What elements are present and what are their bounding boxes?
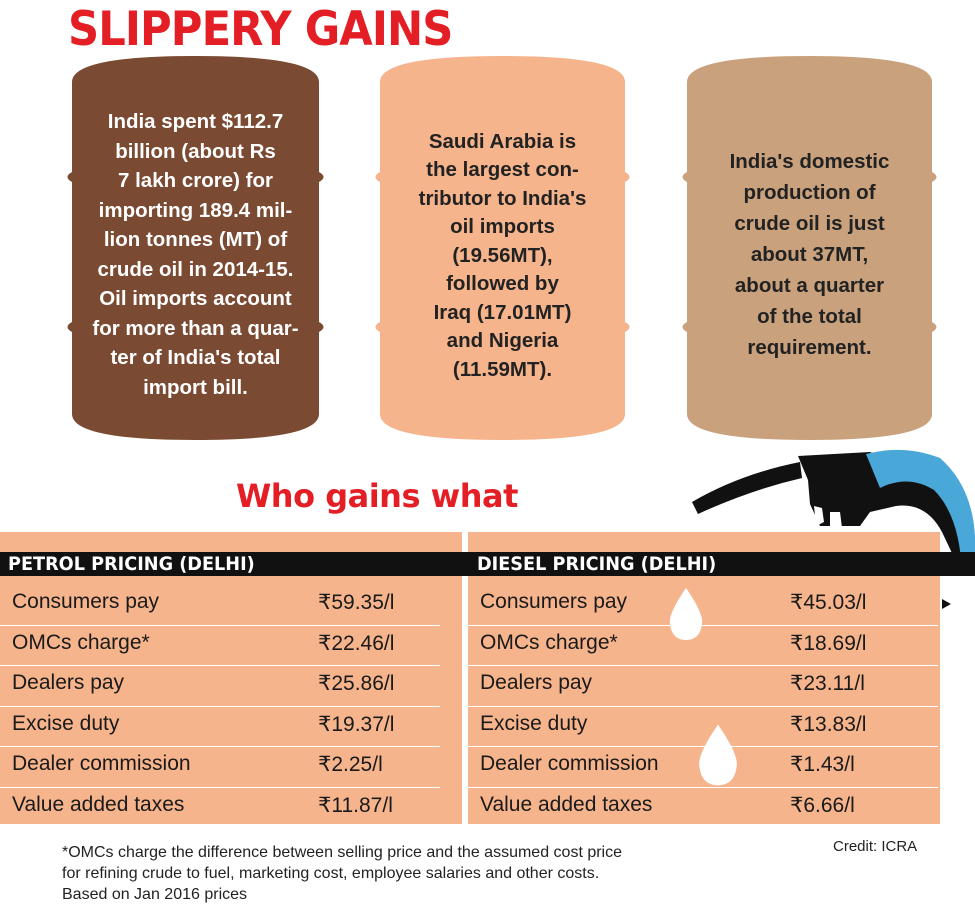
oil-barrel-icon — [67, 56, 324, 440]
row-value: ₹13.83/l — [790, 712, 867, 736]
credit: Credit: ICRA — [833, 838, 918, 855]
row-value: ₹19.37/l — [318, 712, 395, 736]
row-label: OMCs charge* — [480, 630, 618, 654]
table-row: OMCs charge* ₹22.46/l — [0, 626, 440, 666]
barrel-imports: India spent $112.7 billion (about Rs 7 l… — [62, 52, 329, 442]
row-label: Excise duty — [480, 711, 588, 735]
footnote: *OMCs charge the difference between sell… — [62, 842, 622, 905]
petrol-table: Consumers pay ₹59.35/l OMCs charge* ₹22.46… — [0, 585, 440, 827]
row-value: ₹18.69/l — [790, 631, 867, 655]
barrel-domestic: India's domestic production of crude oil… — [677, 52, 942, 442]
row-value: ₹22.46/l — [318, 631, 395, 655]
barrel-imports-text: India spent $112.7 billion (about Rs 7 l… — [92, 110, 299, 399]
row-label: OMCs charge* — [12, 630, 150, 654]
row-value: ₹1.43/l — [790, 753, 855, 776]
fuel-nozzle-icon — [692, 449, 975, 576]
row-label: Consumers pay — [480, 590, 628, 613]
table-row: OMCs charge* ₹18.69/l — [468, 626, 938, 666]
footnote-line: Based on Jan 2016 prices — [62, 886, 248, 903]
barrel-contributors-text: Saudi Arabia is the largest con- tributo… — [418, 129, 587, 381]
row-value: ₹45.03/l — [790, 591, 867, 614]
section-subtitle: Who gains what — [236, 477, 518, 515]
row-label: Dealer commission — [480, 752, 659, 775]
table-row: Value added taxes ₹11.87/l — [0, 788, 440, 828]
row-value: ₹59.35/l — [318, 591, 395, 614]
table-row: Excise duty ₹13.83/l — [468, 707, 938, 747]
diesel-heading: DIESEL PRICING (DELHI) — [477, 553, 722, 575]
oil-barrel-icon — [682, 56, 937, 440]
table-row: Consumers pay ₹59.35/l — [0, 585, 440, 626]
oil-barrel-icon — [375, 56, 630, 440]
oil-drop-icon — [669, 588, 703, 640]
petrol-panel — [0, 532, 462, 824]
table-row: Dealers pay ₹23.11/l — [468, 666, 938, 707]
row-value: ₹6.66/l — [790, 793, 855, 817]
petrol-heading: PETROL PRICING (DELHI) — [8, 553, 261, 575]
table-row: Consumers pay ₹45.03/l — [468, 585, 938, 626]
row-value: ₹23.11/l — [790, 672, 865, 695]
footnote-line: for refining crude to fuel, marketing co… — [62, 865, 600, 882]
table-row: Dealer commission ₹2.25/l — [0, 747, 440, 788]
row-label: Consumers pay — [12, 590, 160, 613]
oil-drop-icon — [699, 724, 737, 786]
main-title: SLIPPERY GAINS — [68, 2, 453, 57]
footnote-line: *OMCs charge the difference between sell… — [62, 844, 623, 861]
row-label: Dealer commission — [12, 752, 191, 775]
row-label: Dealers pay — [480, 671, 593, 694]
row-label: Excise duty — [12, 711, 120, 735]
row-label: Dealers pay — [12, 671, 125, 694]
table-row: Dealer commission ₹1.43/l — [468, 747, 938, 788]
row-value: ₹11.87/l — [318, 793, 393, 817]
pointer-arrow-icon — [942, 599, 951, 609]
row-value: ₹2.25/l — [318, 753, 383, 776]
diesel-table: Consumers pay ₹45.03/l OMCs charge* ₹18.69… — [468, 585, 938, 827]
row-value: ₹25.86/l — [318, 672, 395, 695]
row-label: Value added taxes — [12, 792, 185, 816]
table-row: Dealers pay ₹25.86/l — [0, 666, 440, 707]
table-row: Value added taxes ₹6.66/l — [468, 788, 938, 828]
barrel-domestic-text: India's domestic production of crude oil… — [729, 150, 890, 359]
row-label: Value added taxes — [480, 792, 653, 816]
barrel-contributors: Saudi Arabia is the largest con- tributo… — [370, 52, 635, 442]
table-row: Excise duty ₹19.37/l — [0, 707, 440, 747]
